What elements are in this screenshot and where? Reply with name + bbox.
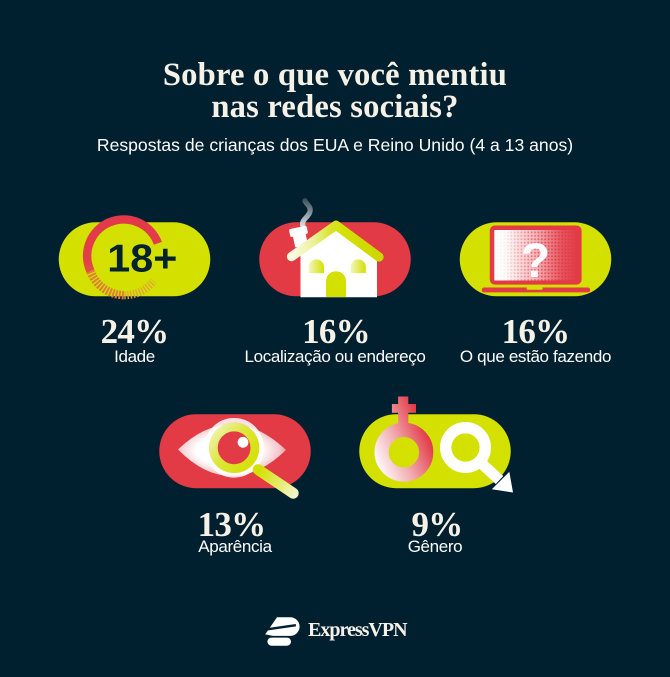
svg-text:18+: 18+ xyxy=(107,238,177,281)
svg-text:?: ? xyxy=(521,235,550,288)
